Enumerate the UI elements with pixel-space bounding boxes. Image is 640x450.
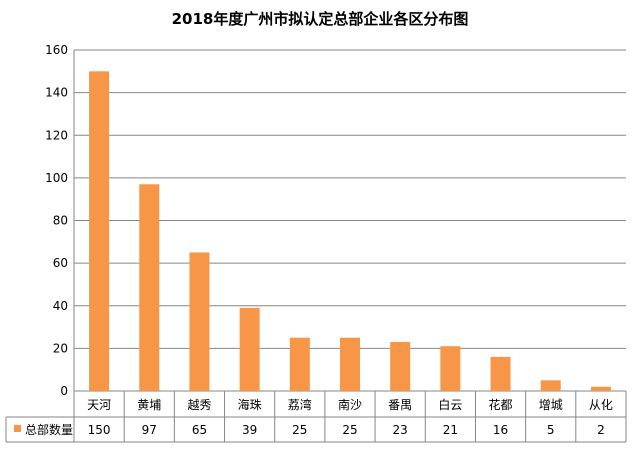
bar-南沙 <box>340 337 360 391</box>
y-tick-label: 40 <box>53 299 68 313</box>
data-label: 39 <box>242 423 257 437</box>
y-tick-label: 160 <box>45 43 68 57</box>
data-label: 5 <box>547 423 555 437</box>
bar-番禺 <box>390 341 411 391</box>
data-label: 65 <box>192 423 207 437</box>
chart-title: 2018年度广州市拟认定总部企业各区分布图 <box>172 10 469 28</box>
data-table: 总部数量 天河150黄埔97越秀65海珠39荔湾25南沙25番禺23白云21花都… <box>5 391 627 443</box>
bar-从化 <box>590 386 611 391</box>
y-tick-label: 0 <box>60 384 68 398</box>
x-tick-label: 番禺 <box>388 398 412 412</box>
bar-花都 <box>490 356 511 391</box>
bar-海珠 <box>239 307 260 391</box>
data-label: 16 <box>493 423 508 437</box>
x-tick-label: 增城 <box>539 398 563 412</box>
data-label: 97 <box>142 423 157 437</box>
y-axis-ticks: 0 20 40 60 80 100 120 140 160 <box>45 43 68 398</box>
bar-黄埔 <box>139 184 160 391</box>
x-tick-label: 花都 <box>489 397 513 412</box>
bar-增城 <box>540 380 561 391</box>
x-tick-label: 荔湾 <box>288 397 312 412</box>
data-label: 25 <box>292 423 307 437</box>
bar-越秀 <box>189 252 210 391</box>
y-tick-label: 100 <box>45 171 68 185</box>
legend-label: 总部数量 <box>25 422 73 437</box>
bars <box>89 71 611 391</box>
data-label: 2 <box>597 423 605 437</box>
y-tick-label: 140 <box>45 86 68 100</box>
legend-swatch <box>14 425 21 432</box>
x-tick-label: 白云 <box>438 397 462 412</box>
data-label: 150 <box>88 423 111 437</box>
data-label: 25 <box>342 423 357 437</box>
bar-天河 <box>89 71 110 391</box>
y-tick-label: 80 <box>53 214 68 228</box>
x-tick-label: 海珠 <box>238 397 262 412</box>
y-tick-label: 60 <box>53 256 68 270</box>
data-label: 21 <box>443 423 458 437</box>
bar-白云 <box>440 346 461 391</box>
gridlines <box>73 49 626 442</box>
x-tick-label: 越秀 <box>187 398 211 412</box>
data-label: 23 <box>393 423 408 437</box>
y-tick-label: 120 <box>45 128 68 142</box>
x-tick-label: 黄埔 <box>137 398 161 412</box>
y-tick-label: 20 <box>53 341 68 355</box>
x-tick-label: 天河 <box>87 398 111 412</box>
bar-荔湾 <box>289 337 310 391</box>
x-tick-label: 南沙 <box>338 397 362 412</box>
x-tick-label: 从化 <box>589 398 613 412</box>
